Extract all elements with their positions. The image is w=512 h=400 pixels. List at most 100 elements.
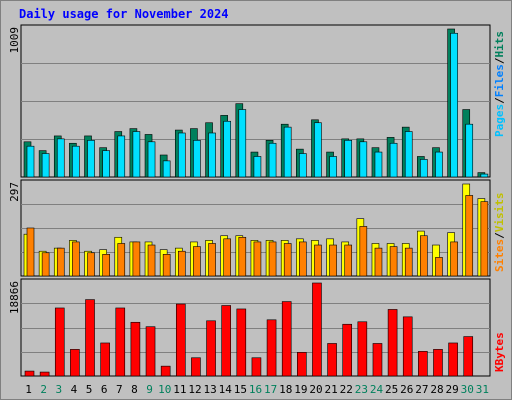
hits-files-pages-bar-files-14 bbox=[223, 120, 231, 178]
kbytes-bar-25 bbox=[387, 309, 398, 377]
day-label-21: 21 bbox=[325, 383, 338, 396]
hits-files-pages-bar-files-16 bbox=[253, 156, 262, 178]
legend-visits: Visits bbox=[493, 193, 506, 233]
hits-files-pages-bar-files-18 bbox=[283, 126, 292, 178]
visits-sites-bar-sites-9 bbox=[147, 244, 156, 277]
visits-sites-bar-sites-1 bbox=[26, 227, 35, 277]
chart-title: Daily usage for November 2024 bbox=[19, 7, 229, 21]
day-label-20: 20 bbox=[309, 383, 322, 396]
legend-sites: Sites bbox=[493, 239, 506, 272]
kbytes-bar-22 bbox=[342, 323, 353, 377]
kbytes-ymax-label: 18866 bbox=[8, 281, 21, 314]
visits-sites-ymax-label: 297 bbox=[8, 182, 21, 202]
legend-kbytes: KBytes bbox=[493, 332, 506, 372]
hits-files-pages-bar-files-15 bbox=[238, 109, 247, 178]
visits-sites-bar-sites-31 bbox=[480, 201, 489, 277]
hits-files-pages-bar-files-26 bbox=[404, 131, 413, 178]
visits-sites-bar-sites-17 bbox=[268, 241, 277, 277]
legend-separator: / bbox=[493, 57, 506, 64]
hits-files-pages-bar-files-13 bbox=[208, 132, 216, 178]
hits-files-pages-bar-files-28 bbox=[435, 151, 443, 178]
kbytes-bar-13 bbox=[206, 320, 216, 377]
visits-sites-bar-sites-10 bbox=[162, 254, 171, 277]
visits-sites-bar-sites-20 bbox=[314, 244, 322, 277]
day-label-6: 6 bbox=[101, 383, 108, 396]
legend-pages-files-hits: Pages/Files/Hits bbox=[493, 31, 506, 137]
day-label-11: 11 bbox=[173, 383, 186, 396]
visits-sites-bar-sites-13 bbox=[208, 243, 216, 277]
visits-sites-bar-sites-21 bbox=[329, 244, 337, 277]
legend-files: Files bbox=[493, 64, 506, 97]
hits-files-pages-bar-files-27 bbox=[420, 159, 428, 178]
kbytes-bar-28 bbox=[433, 349, 443, 377]
visits-sites-bar-sites-15 bbox=[238, 236, 247, 277]
hits-files-pages-bar-files-6 bbox=[102, 150, 110, 178]
kbytes-bar-20 bbox=[312, 282, 322, 377]
day-label-27: 27 bbox=[415, 383, 428, 396]
kbytes-bar-10 bbox=[160, 365, 171, 377]
kbytes-bar-2 bbox=[39, 371, 50, 377]
kbytes-bar-17 bbox=[266, 319, 277, 377]
hits-files-pages-bar-files-5 bbox=[87, 140, 95, 178]
kbytes-bar-6 bbox=[100, 342, 110, 377]
hits-files-pages-bar-files-11 bbox=[177, 132, 186, 178]
hits-files-pages-bar-files-7 bbox=[117, 135, 126, 178]
hits-files-pages-bar-files-22 bbox=[344, 140, 353, 178]
visits-sites-bar-sites-30 bbox=[465, 195, 474, 277]
visits-sites-bar-sites-16 bbox=[253, 241, 262, 277]
visits-sites-bar-sites-27 bbox=[420, 235, 428, 277]
hits-files-pages-bar-files-10 bbox=[162, 160, 171, 178]
visits-sites-bar-sites-11 bbox=[177, 250, 186, 277]
visits-sites-bar-sites-22 bbox=[344, 244, 353, 277]
day-label-7: 7 bbox=[116, 383, 123, 396]
kbytes-bar-8 bbox=[130, 321, 141, 377]
legend-sites-visits: Sites/Visits bbox=[493, 193, 506, 273]
day-label-24: 24 bbox=[370, 383, 384, 396]
kbytes-bar-30 bbox=[463, 336, 474, 377]
visits-sites-bar-sites-2 bbox=[41, 252, 50, 277]
visits-sites-bar-sites-24 bbox=[374, 247, 383, 277]
visits-sites-bar-sites-6 bbox=[102, 254, 110, 277]
legend-separator: / bbox=[493, 97, 506, 104]
kbytes-bar-19 bbox=[297, 352, 307, 377]
day-label-10: 10 bbox=[158, 383, 171, 396]
visits-sites-bar-sites-4 bbox=[72, 241, 80, 277]
day-label-15: 15 bbox=[234, 383, 247, 396]
visits-sites-bar-sites-3 bbox=[56, 247, 65, 277]
day-label-16: 16 bbox=[249, 383, 262, 396]
hits-files-pages-bar-files-12 bbox=[193, 140, 201, 178]
visits-sites-bar-sites-18 bbox=[283, 243, 292, 277]
legend-separator: / bbox=[493, 232, 506, 239]
kbytes-bar-15 bbox=[236, 308, 247, 377]
kbytes-bar-14 bbox=[221, 305, 231, 377]
day-label-22: 22 bbox=[340, 383, 353, 396]
visits-sites-bar-sites-23 bbox=[359, 226, 368, 277]
day-label-17: 17 bbox=[264, 383, 277, 396]
hits-files-pages-bar-files-17 bbox=[268, 142, 277, 178]
visits-sites-bar-sites-28 bbox=[435, 257, 443, 277]
kbytes-bar-9 bbox=[145, 326, 156, 377]
kbytes-bar-3 bbox=[54, 307, 65, 377]
day-label-28: 28 bbox=[430, 383, 443, 396]
hits-files-pages-ymax-label: 1009 bbox=[8, 27, 21, 54]
visits-sites-bar-sites-7 bbox=[117, 243, 126, 277]
hits-files-pages-bar-files-1 bbox=[26, 145, 35, 178]
visits-sites-bar-sites-8 bbox=[132, 241, 141, 277]
kbytes-bar-1 bbox=[24, 370, 35, 377]
day-label-1: 1 bbox=[25, 383, 32, 396]
day-label-9: 9 bbox=[146, 383, 153, 396]
kbytes-bar-7 bbox=[115, 307, 126, 377]
day-label-25: 25 bbox=[385, 383, 398, 396]
legend-pages: Pages bbox=[493, 104, 506, 137]
kbytes-bar-27 bbox=[418, 351, 428, 377]
kbytes-bar-11 bbox=[175, 303, 186, 377]
day-label-30: 30 bbox=[461, 383, 474, 396]
kbytes-bar-29 bbox=[448, 342, 458, 377]
day-label-31: 31 bbox=[476, 383, 489, 396]
kbytes-bar-12 bbox=[191, 357, 201, 377]
hits-files-pages-bar-files-20 bbox=[314, 122, 322, 178]
day-label-4: 4 bbox=[71, 383, 78, 396]
kbytes-bar-4 bbox=[70, 349, 80, 377]
hits-files-pages-bar-files-23 bbox=[359, 141, 368, 178]
